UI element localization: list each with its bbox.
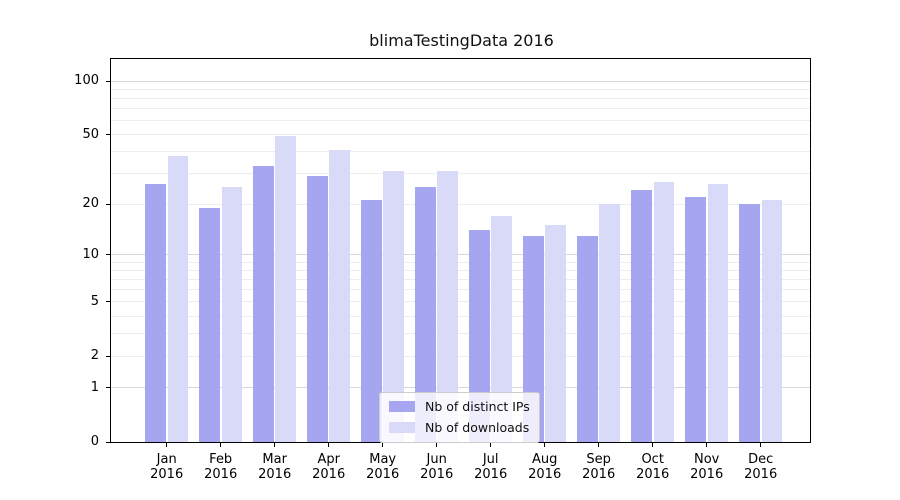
x-tick-label-oct: Oct 2016: [636, 452, 670, 482]
bar-ips-may: [361, 200, 382, 442]
y-tick-label-1: 1: [90, 379, 99, 395]
bar-ips-nov: [685, 196, 706, 442]
x-tick-label-jul: Jul 2016: [474, 452, 508, 482]
y-tick-mark-100: [106, 80, 110, 82]
bar-downloads-aug: [545, 225, 567, 442]
y-tick-mark-1: [106, 387, 110, 389]
x-tick-mark-feb: [220, 443, 222, 447]
bar-ips-aug: [523, 235, 544, 442]
x-tick-label-jan: Jan 2016: [150, 452, 184, 482]
y-tick-mark-50: [106, 134, 110, 136]
x-tick-mark-may: [382, 443, 384, 447]
y-tick-label-10: 10: [82, 246, 99, 262]
y-tick-label-0: 0: [90, 434, 99, 449]
bar-ips-jun: [415, 187, 436, 442]
legend: Nb of distinct IPs Nb of downloads: [379, 392, 540, 443]
bar-downloads-nov: [707, 184, 729, 442]
x-tick-label-feb: Feb 2016: [204, 452, 238, 482]
gridlines-layer: [111, 59, 810, 442]
gridline-4: [111, 315, 810, 317]
x-tick-label-jun: Jun 2016: [420, 452, 454, 482]
x-tick-mark-oct: [652, 443, 654, 447]
x-tick-label-apr: Apr 2016: [312, 452, 346, 482]
bar-ips-dec: [739, 204, 760, 442]
y-tick-mark-10: [106, 254, 110, 255]
gridline-100: [111, 80, 810, 82]
bar-ips-jul: [469, 230, 490, 442]
gridline-40: [111, 151, 810, 153]
gridline-30: [111, 173, 810, 175]
y-tick-label-100: 100: [74, 73, 99, 89]
y-tick-label-5: 5: [90, 293, 99, 309]
y-tick-mark-0: [106, 441, 110, 443]
y-tick-label-50: 50: [82, 126, 99, 142]
gridline-50: [111, 134, 810, 136]
gridline-6: [111, 289, 810, 291]
x-tick-mark-jan: [166, 443, 168, 447]
x-tick-mark-jun: [436, 443, 438, 447]
gridline-3: [111, 333, 810, 335]
x-tick-mark-sep: [598, 443, 600, 447]
bar-ips-jan: [145, 184, 166, 442]
x-tick-mark-dec: [760, 443, 762, 447]
bar-ips-sep: [577, 235, 598, 442]
bars-layer: [111, 59, 810, 442]
x-tick-mark-mar: [274, 443, 276, 447]
x-tick-mark-apr: [328, 443, 330, 447]
bar-ips-feb: [199, 207, 220, 442]
bar-downloads-apr: [329, 149, 351, 442]
legend-label-distinct-ips: Nb of distinct IPs: [425, 399, 530, 414]
gridline-70: [111, 108, 810, 110]
gridline-1: [111, 387, 810, 389]
bar-downloads-jan: [167, 155, 189, 442]
plot-area: Nb of distinct IPs Nb of downloads: [110, 58, 811, 443]
bar-downloads-oct: [653, 181, 675, 442]
bar-downloads-jul: [491, 216, 513, 442]
gridline-90: [111, 88, 810, 90]
bar-ips-mar: [253, 166, 274, 442]
x-tick-mark-aug: [544, 443, 546, 447]
x-tick-label-dec: Dec 2016: [744, 452, 778, 482]
gridline-20: [111, 203, 810, 205]
gridline-10: [111, 254, 810, 255]
x-tick-label-mar: Mar 2016: [258, 452, 292, 482]
gridline-80: [111, 98, 810, 99]
gridline-9: [111, 261, 810, 263]
y-tick-label-20: 20: [82, 196, 99, 211]
bar-downloads-jun: [437, 171, 459, 442]
bar-downloads-feb: [221, 187, 243, 442]
x-tick-label-nov: Nov 2016: [690, 452, 724, 482]
x-tick-label-may: May 2016: [366, 452, 400, 482]
y-tick-mark-5: [106, 301, 110, 303]
y-tick-mark-2: [106, 355, 110, 357]
legend-swatch-downloads: [389, 422, 415, 433]
bar-downloads-dec: [761, 200, 783, 442]
bar-ips-apr: [307, 176, 328, 442]
gridline-60: [111, 120, 810, 122]
bar-downloads-may: [383, 171, 405, 442]
legend-swatch-distinct-ips: [389, 401, 415, 412]
chart-title: blimaTestingData 2016: [369, 31, 554, 50]
bar-downloads-mar: [275, 136, 297, 442]
legend-item-downloads: Nb of downloads: [389, 419, 530, 436]
y-tick-mark-20: [106, 203, 110, 205]
legend-item-distinct-ips: Nb of distinct IPs: [389, 398, 530, 415]
x-tick-label-sep: Sep 2016: [582, 452, 616, 482]
gridline-2: [111, 355, 810, 357]
bar-downloads-sep: [599, 204, 621, 442]
x-tick-label-aug: Aug 2016: [528, 452, 562, 482]
gridline-8: [111, 269, 810, 271]
x-tick-mark-nov: [706, 443, 708, 447]
gridline-5: [111, 301, 810, 303]
y-tick-label-2: 2: [90, 348, 99, 364]
bar-ips-oct: [631, 190, 652, 442]
gridline-7: [111, 278, 810, 280]
x-tick-mark-jul: [490, 443, 492, 447]
legend-label-downloads: Nb of downloads: [425, 420, 530, 435]
